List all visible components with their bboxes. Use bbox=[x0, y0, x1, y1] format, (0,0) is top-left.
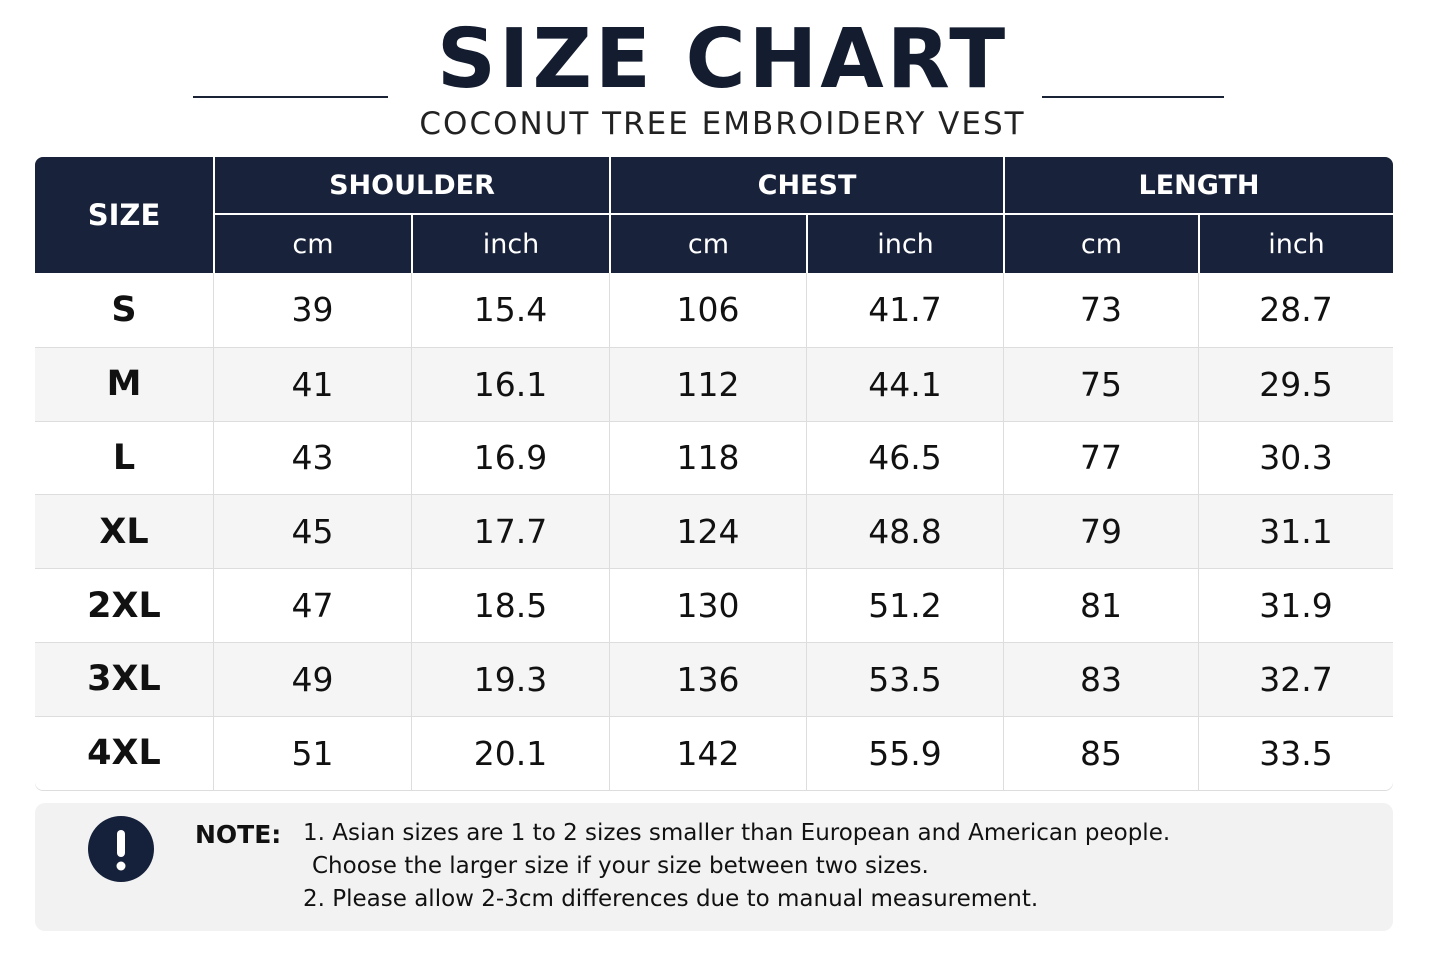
value-cell: 17.7 bbox=[411, 494, 609, 569]
size-cell: 4XL bbox=[35, 715, 213, 790]
value-cell: 32.7 bbox=[1198, 642, 1393, 716]
value-cell: 136 bbox=[609, 642, 806, 716]
value-cell: 85 bbox=[1003, 715, 1198, 790]
value-cell: 44.1 bbox=[806, 346, 1003, 421]
value-cell: 43 bbox=[213, 420, 411, 495]
unit-header: inch bbox=[1198, 215, 1393, 273]
group-header: SHOULDER bbox=[213, 157, 609, 215]
size-cell: S bbox=[35, 273, 213, 347]
unit-header: cm bbox=[1003, 215, 1198, 273]
value-cell: 18.5 bbox=[411, 568, 609, 642]
note-label: NOTE: bbox=[195, 820, 282, 849]
value-cell: 51 bbox=[213, 715, 411, 790]
value-cell: 39 bbox=[213, 273, 411, 347]
unit-header: cm bbox=[609, 215, 806, 273]
rule bbox=[193, 96, 388, 98]
size-cell: XL bbox=[35, 494, 213, 569]
value-cell: 33.5 bbox=[1198, 715, 1393, 790]
value-cell: 16.9 bbox=[411, 420, 609, 495]
value-cell: 75 bbox=[1003, 346, 1198, 421]
value-cell: 49 bbox=[213, 642, 411, 716]
unit-header: cm bbox=[213, 215, 411, 273]
size-cell: L bbox=[35, 420, 213, 495]
unit-header: inch bbox=[806, 215, 1003, 273]
value-cell: 106 bbox=[609, 273, 806, 347]
value-cell: 130 bbox=[609, 568, 806, 642]
value-cell: 79 bbox=[1003, 494, 1198, 569]
warning-icon bbox=[88, 816, 154, 882]
value-cell: 16.1 bbox=[411, 346, 609, 421]
size-header: SIZE bbox=[35, 157, 213, 273]
value-cell: 112 bbox=[609, 346, 806, 421]
value-cell: 124 bbox=[609, 494, 806, 569]
value-cell: 41.7 bbox=[806, 273, 1003, 347]
value-cell: 142 bbox=[609, 715, 806, 790]
subtitle: COCONUT TREE EMBROIDERY VEST bbox=[419, 106, 1026, 142]
value-cell: 45 bbox=[213, 494, 411, 569]
rule bbox=[1042, 96, 1224, 98]
size-cell: 3XL bbox=[35, 642, 213, 716]
unit-header: inch bbox=[411, 215, 609, 273]
value-cell: 48.8 bbox=[806, 494, 1003, 569]
value-cell: 47 bbox=[213, 568, 411, 642]
value-cell: 77 bbox=[1003, 420, 1198, 495]
size-cell: M bbox=[35, 346, 213, 421]
value-cell: 51.2 bbox=[806, 568, 1003, 642]
value-cell: 19.3 bbox=[411, 642, 609, 716]
value-cell: 28.7 bbox=[1198, 273, 1393, 347]
value-cell: 30.3 bbox=[1198, 420, 1393, 495]
value-cell: 31.9 bbox=[1198, 568, 1393, 642]
note-box bbox=[35, 803, 1393, 931]
value-cell: 41 bbox=[213, 346, 411, 421]
value-cell: 118 bbox=[609, 420, 806, 495]
value-cell: 29.5 bbox=[1198, 346, 1393, 421]
note-line: Choose the larger size if your size betw… bbox=[312, 853, 929, 879]
value-cell: 46.5 bbox=[806, 420, 1003, 495]
value-cell: 31.1 bbox=[1198, 494, 1393, 569]
group-header: CHEST bbox=[609, 157, 1003, 215]
group-header: LENGTH bbox=[1003, 157, 1393, 215]
value-cell: 20.1 bbox=[411, 715, 609, 790]
size-cell: 2XL bbox=[35, 568, 213, 642]
value-cell: 81 bbox=[1003, 568, 1198, 642]
note-line: 2. Please allow 2-3cm differences due to… bbox=[303, 886, 1039, 912]
value-cell: 53.5 bbox=[806, 642, 1003, 716]
title: SIZE CHART bbox=[436, 12, 1009, 107]
note-line: 1. Asian sizes are 1 to 2 sizes smaller … bbox=[303, 820, 1171, 846]
value-cell: 73 bbox=[1003, 273, 1198, 347]
value-cell: 15.4 bbox=[411, 273, 609, 347]
value-cell: 55.9 bbox=[806, 715, 1003, 790]
value-cell: 83 bbox=[1003, 642, 1198, 716]
